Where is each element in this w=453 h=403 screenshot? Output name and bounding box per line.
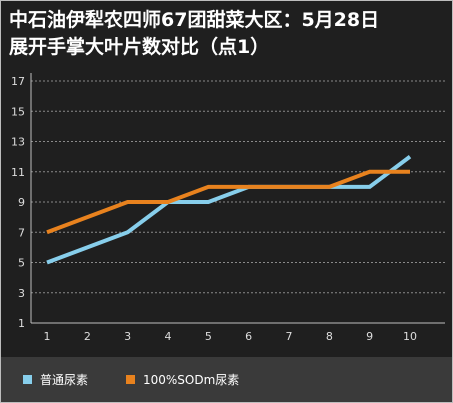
x-tick-label: 10 [403, 330, 417, 343]
legend-label-series-1: 普通尿素 [40, 372, 89, 387]
x-tick-label: 7 [286, 330, 293, 343]
chart-title: 中石油伊犁农四师67团甜菜大区：5月28日 展开手掌大叶片数对比（点1） [9, 7, 449, 61]
y-tick-label: 3 [18, 287, 25, 300]
y-tick-label: 15 [11, 105, 25, 118]
y-tick-label: 7 [18, 226, 25, 239]
legend-item-series-2: 100%SODm尿素 [126, 371, 239, 387]
y-tick-label: 9 [18, 196, 25, 209]
legend-item-series-1: 普通尿素 [23, 371, 88, 387]
x-tick-label: 4 [165, 330, 172, 343]
x-tick-label: 6 [245, 330, 252, 343]
y-tick-label: 17 [11, 75, 25, 88]
x-tick-label: 1 [44, 330, 51, 343]
x-tick-label: 2 [84, 330, 91, 343]
y-tick-label: 11 [11, 166, 25, 179]
y-tick-label: 1 [18, 317, 25, 330]
series-line-2 [46, 169, 410, 235]
legend-label-series-2: 100%SODm尿素 [143, 372, 240, 387]
x-tick-label: 8 [326, 330, 333, 343]
x-tick-label: 3 [124, 330, 131, 343]
x-tick-label: 5 [205, 330, 212, 343]
legend-swatch-series-1 [23, 374, 32, 384]
series-line-1 [46, 155, 412, 265]
legend-swatch-series-2 [126, 374, 135, 384]
chart-legend: 普通尿素 100%SODm尿素 [1, 357, 452, 402]
y-tick-label: 5 [18, 257, 25, 270]
chart-title-line-1: 中石油伊犁农四师67团甜菜大区：5月28日 [9, 9, 380, 31]
chart-title-line-2: 展开手掌大叶片数对比（点1） [9, 36, 270, 58]
x-tick-label: 9 [366, 330, 373, 343]
y-tick-label: 13 [11, 136, 25, 149]
